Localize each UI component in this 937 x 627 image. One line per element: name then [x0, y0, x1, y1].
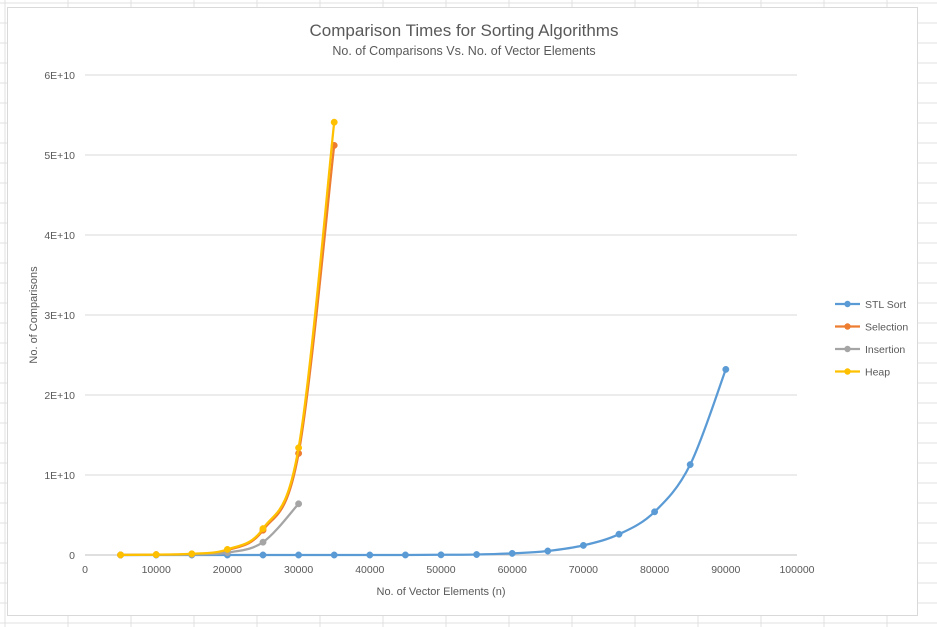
- series-insertion: [117, 500, 303, 559]
- series-line-selection: [119, 144, 336, 557]
- x-tick-label: 70000: [569, 564, 598, 576]
- legend-label: Selection: [865, 322, 908, 334]
- legend-marker: [844, 368, 851, 375]
- series-layer: [117, 118, 730, 559]
- data-point-stl-sort: [401, 551, 409, 559]
- legend-item-selection[interactable]: Selection: [835, 322, 908, 334]
- legend-label: Insertion: [865, 344, 905, 356]
- y-tick-label: 2E+10: [44, 390, 75, 402]
- data-point-stl-sort: [615, 530, 623, 538]
- x-tick-label: 0: [82, 564, 88, 576]
- y-tick-label: 0: [69, 550, 75, 562]
- x-tick-label: 80000: [640, 564, 669, 576]
- legend-item-insertion[interactable]: Insertion: [835, 344, 905, 356]
- y-axis-label: No. of Comparisons: [28, 266, 40, 364]
- x-axis: 0 10000 20000 30000 40000 50000 60000 70000 8000…: [82, 564, 815, 576]
- y-tick-label: 5E+10: [44, 150, 75, 162]
- data-point-heap: [330, 118, 338, 126]
- chart-title: Comparison Times for Sorting Algorithms: [310, 21, 619, 40]
- legend-item-heap[interactable]: Heap: [835, 367, 890, 379]
- data-point-insertion: [259, 538, 267, 546]
- data-point-heap: [259, 525, 267, 533]
- data-point-heap: [188, 550, 196, 558]
- x-tick-label: 100000: [779, 564, 814, 576]
- data-point-heap: [223, 545, 231, 553]
- gridlines: [85, 74, 797, 556]
- y-tick-label: 3E+10: [44, 310, 75, 322]
- legend-item-stl-sort[interactable]: STL Sort: [835, 299, 906, 311]
- legend-label: STL Sort: [865, 299, 906, 311]
- y-tick-label: 6E+10: [44, 70, 75, 82]
- chart-area[interactable]: [7, 7, 918, 616]
- data-point-stl-sort: [651, 508, 659, 516]
- series-selection: [117, 141, 338, 559]
- data-point-stl-sort: [295, 551, 303, 559]
- data-point-stl-sort: [579, 541, 587, 549]
- x-tick-label: 40000: [355, 564, 384, 576]
- x-tick-label: 10000: [142, 564, 171, 576]
- y-axis: 0 1E+10 2E+10 3E+10 4E+10 5E+10 6E+10: [44, 70, 75, 562]
- data-point-stl-sort: [544, 547, 552, 555]
- data-point-stl-sort: [686, 461, 694, 469]
- x-tick-label: 20000: [213, 564, 242, 576]
- legend-label: Heap: [865, 367, 890, 379]
- legend: STL Sort Selection Insertion Heap: [835, 299, 908, 379]
- data-point-stl-sort: [473, 551, 481, 558]
- series-line-insertion: [119, 502, 300, 557]
- data-point-heap: [117, 551, 125, 559]
- series-line-heap: [119, 121, 336, 557]
- legend-marker: [844, 345, 851, 353]
- data-point-stl-sort: [330, 551, 338, 559]
- x-axis-label: No. of Vector Elements (n): [377, 586, 506, 598]
- legend-marker: [844, 323, 851, 330]
- y-tick-label: 4E+10: [44, 230, 75, 242]
- data-point-stl-sort: [508, 549, 516, 557]
- data-point-heap: [152, 551, 160, 559]
- series-heap: [117, 118, 338, 559]
- data-point-stl-sort: [437, 551, 445, 559]
- x-tick-label: 60000: [498, 564, 527, 576]
- data-point-stl-sort: [259, 551, 267, 559]
- series-line-stl-sort: [119, 368, 727, 557]
- legend-marker: [844, 300, 851, 308]
- x-tick-label: 50000: [426, 564, 455, 576]
- x-tick-label: 90000: [711, 564, 740, 576]
- data-point-insertion: [295, 500, 303, 508]
- data-point-stl-sort: [722, 365, 730, 373]
- data-point-stl-sort: [366, 551, 374, 559]
- y-tick-label: 1E+10: [44, 470, 75, 482]
- x-tick-label: 30000: [284, 564, 313, 576]
- chart-subtitle: No. of Comparisons Vs. No. of Vector Ele…: [332, 44, 595, 58]
- data-point-heap: [295, 444, 303, 452]
